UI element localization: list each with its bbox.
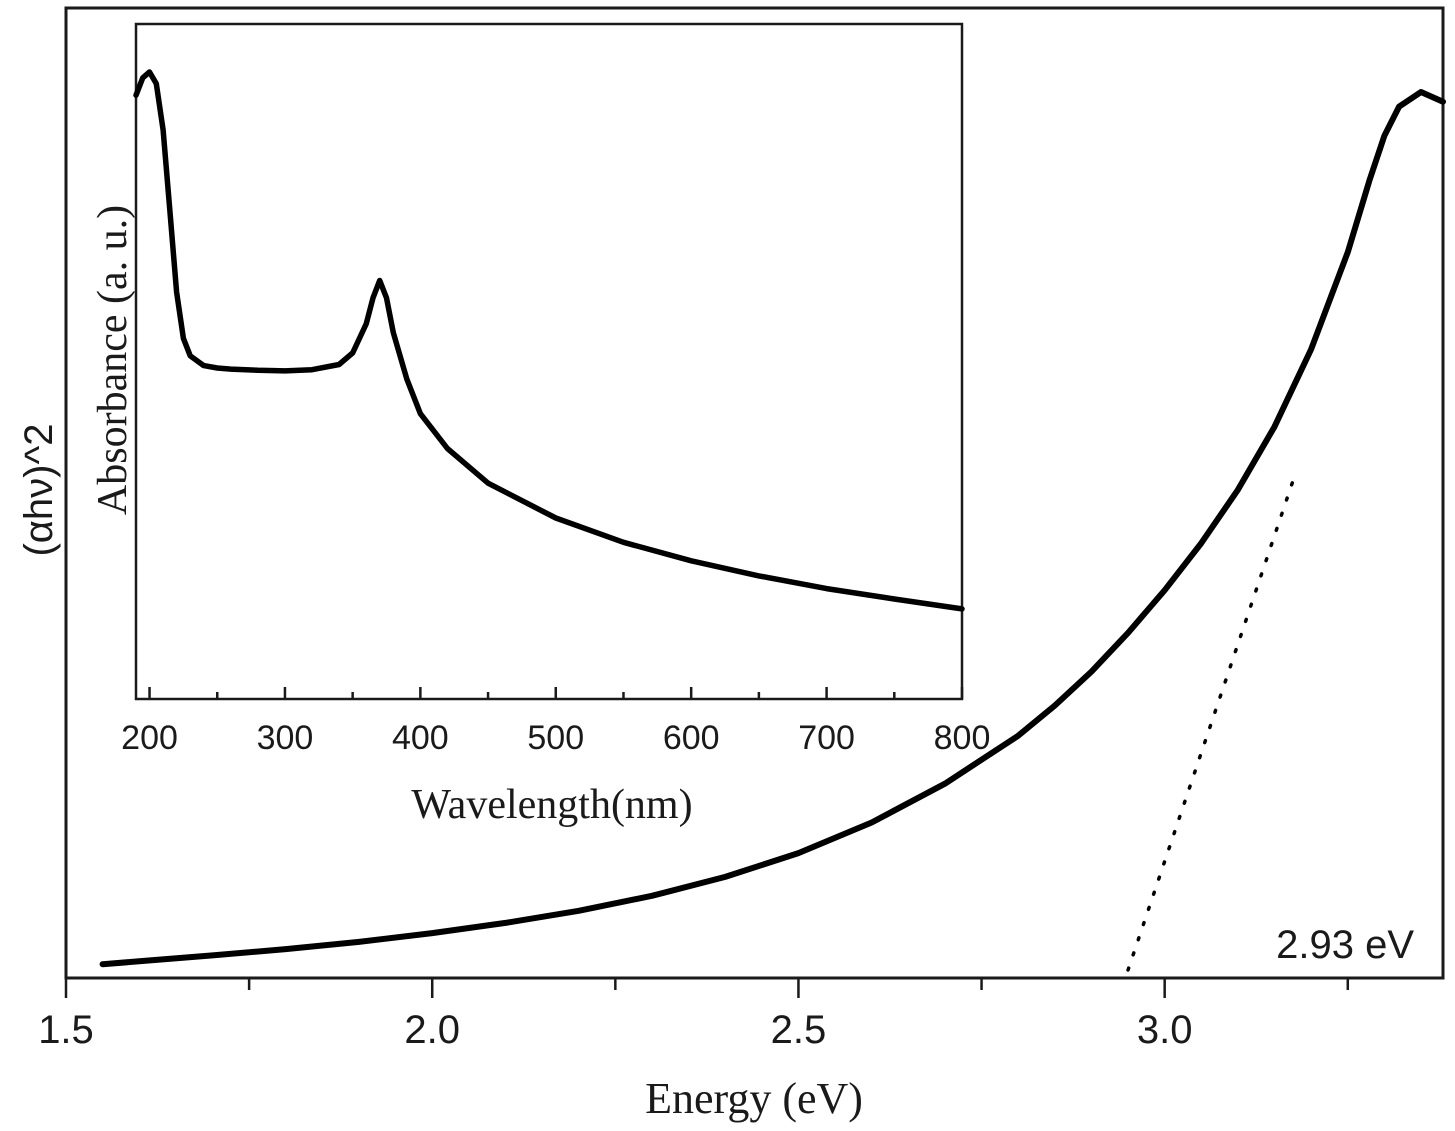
main-plot-frame [64, 6, 1445, 980]
inset-x-axis-label: Wavelength(nm) [411, 782, 692, 828]
inset-x-tick-label: 400 [392, 719, 449, 757]
inset-x-tick-label: 700 [798, 719, 855, 757]
inset-x-tick-label: 300 [257, 719, 314, 757]
inset-x-tick-label: 500 [527, 719, 584, 757]
main-x-tick-label: 2.5 [771, 1008, 827, 1052]
energy-series-line [99, 89, 1446, 968]
absorbance-series-line [133, 69, 965, 612]
tangent-fit-line [1126, 468, 1299, 972]
inset-plot-frame [134, 22, 964, 701]
inset-x-tick-labels: 200 300 400 500 600 700 800 [121, 719, 990, 757]
main-x-tick-label: 2.0 [404, 1008, 460, 1052]
main-x-axis-label: Energy (eV) [645, 1074, 863, 1123]
main-y-axis-label: (αhν)^2 [17, 423, 61, 556]
inset-x-tick-label: 600 [663, 719, 720, 757]
main-x-tick-labels: 1.5 2.0 2.5 3.0 [38, 1008, 1192, 1052]
inset-y-axis-label: Absorbance (a. u.) [90, 205, 136, 515]
main-x-tick-label: 3.0 [1137, 1008, 1193, 1052]
inset-x-tick-label: 200 [121, 719, 178, 757]
bandgap-annotation: 2.93 eV [1276, 923, 1414, 967]
main-x-ticks [64, 978, 1350, 998]
inset-x-ticks [148, 687, 964, 699]
main-chart: 1.5 2.0 2.5 3.0 2.93 eV Energy (eV) (αhν)^2 [17, 6, 1446, 1123]
inset-x-tick-label: 800 [934, 719, 991, 757]
main-x-tick-label: 1.5 [38, 1008, 94, 1052]
inset-chart: 200 300 400 500 600 700 800 Wavelength(nm) Abs… [90, 22, 990, 828]
